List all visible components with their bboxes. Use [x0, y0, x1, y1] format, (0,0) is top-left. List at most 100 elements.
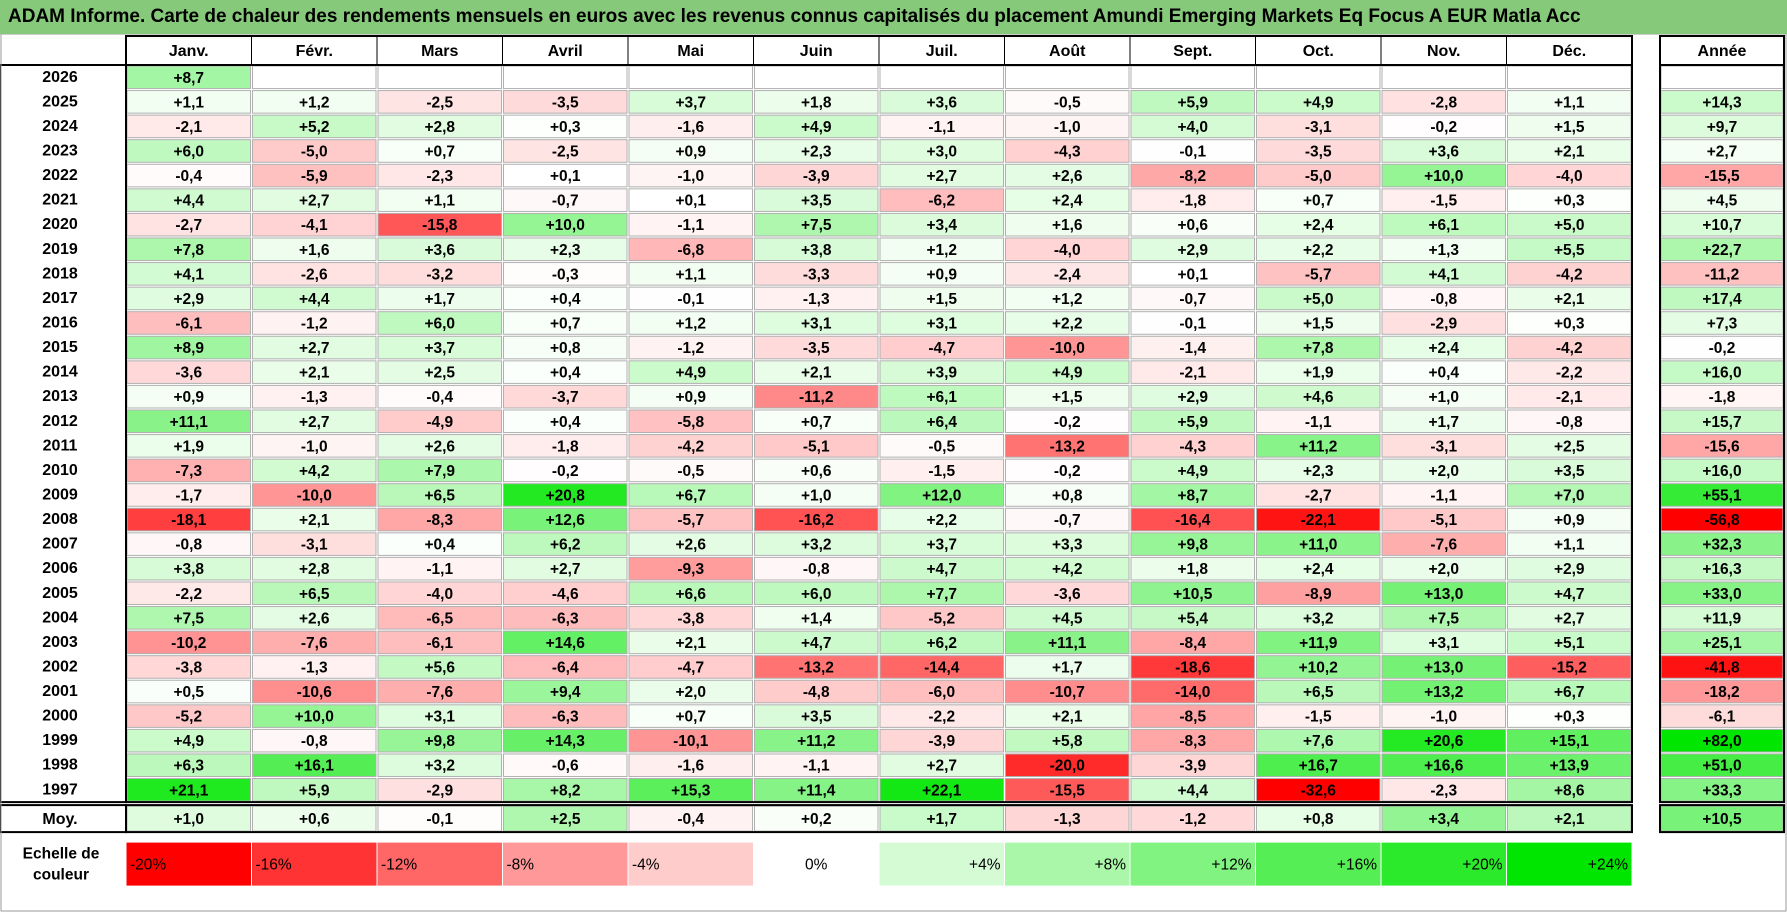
- heatmap-cell: [879, 90, 1004, 114]
- cell-value: -16,4: [1175, 512, 1211, 529]
- heatmap-cell: [1256, 728, 1381, 753]
- cell-value: -0,5: [1054, 94, 1081, 111]
- heatmap-cell: [1005, 286, 1130, 311]
- cell-value: +0,3: [1554, 193, 1585, 210]
- cell-value: -1,4: [1179, 340, 1206, 357]
- year-label: 2004: [42, 609, 78, 626]
- year-label: 2007: [42, 536, 78, 553]
- cell-value: -13,2: [799, 659, 834, 676]
- cell-value: +6,4: [926, 414, 957, 431]
- cell-value: -1,6: [677, 758, 704, 775]
- heatmap-cell: [377, 606, 502, 630]
- heatmap-cell: [377, 139, 502, 163]
- cell-value: +3,8: [801, 242, 832, 259]
- cell-value: +9,4: [550, 684, 581, 701]
- cell-value: +5,0: [1303, 291, 1334, 308]
- cell-value: +2,3: [801, 143, 832, 160]
- heatmap-cell: [1130, 483, 1255, 507]
- cell-value: +1,6: [1052, 217, 1083, 234]
- heatmap-cell: [1381, 753, 1506, 778]
- heatmap-cell: [377, 286, 502, 311]
- heatmap-cell: [1005, 483, 1130, 507]
- cell-value: -4,7: [677, 659, 704, 676]
- cell-value: -5,2: [175, 709, 202, 726]
- cell-value: -1,7: [175, 487, 202, 504]
- cell-value: -3,5: [803, 340, 830, 357]
- cell-value: +10,0: [295, 709, 334, 726]
- heatmap-cell: [1256, 262, 1381, 286]
- year-label: 2026: [42, 69, 78, 86]
- month-header-11: Nov.: [1427, 43, 1460, 60]
- heatmap-cell: [252, 335, 377, 360]
- cell-value: +6,0: [173, 143, 204, 160]
- heatmap-cell: [503, 114, 628, 139]
- cell-value: +4,7: [801, 635, 832, 652]
- cell-value: -5,2: [928, 610, 955, 627]
- heatmap-cell: [1005, 262, 1130, 286]
- annual-value: +82,0: [1702, 733, 1741, 750]
- heatmap-cell: [754, 581, 879, 606]
- cell-value: -2,8: [1430, 94, 1457, 111]
- cell-value: +2,1: [1554, 143, 1585, 160]
- cell-value: -3,2: [426, 266, 453, 283]
- cell-value: -2,3: [426, 168, 453, 185]
- cell-value: -20,0: [1050, 758, 1085, 775]
- cell-value: +11,1: [1048, 635, 1087, 652]
- heatmap-cell: [1381, 728, 1506, 753]
- cell-value: +8,7: [173, 70, 204, 87]
- heatmap-cell: [503, 556, 628, 581]
- cell-value: -1,1: [1305, 414, 1332, 431]
- heatmap-cell: [1381, 384, 1506, 409]
- average-value: +0,2: [801, 811, 832, 828]
- cell-value: +3,6: [424, 242, 455, 259]
- annual-value: +11,9: [1703, 610, 1742, 627]
- heatmap-cell: [1381, 163, 1506, 188]
- cell-value: -6,8: [677, 242, 704, 259]
- cell-value: -8,4: [1179, 635, 1206, 652]
- heatmap-cell: [1005, 360, 1130, 384]
- cell-value: +3,5: [1554, 463, 1585, 480]
- cell-value: +0,3: [1554, 315, 1585, 332]
- heatmap-cell: [754, 65, 879, 90]
- cell-value: +14,6: [546, 635, 586, 652]
- heatmap-cell: [754, 532, 879, 556]
- annual-value: -1,8: [1709, 389, 1736, 406]
- heatmap-cell: [879, 335, 1004, 360]
- heatmap-cell: [377, 360, 502, 384]
- heatmap-cell: [628, 434, 753, 458]
- heatmap-cell: [377, 237, 502, 262]
- scale-swatch: [627, 841, 754, 887]
- heatmap-cell: [879, 237, 1004, 262]
- heatmap-cell: [628, 581, 753, 606]
- cell-value: -18,1: [171, 512, 207, 529]
- heatmap-cell: [252, 556, 377, 581]
- cell-value: +8,2: [550, 782, 581, 799]
- cell-value: -1,3: [803, 291, 830, 308]
- cell-value: +0,1: [675, 193, 706, 210]
- heatmap-cell: [377, 114, 502, 139]
- cell-value: +4,5: [1052, 610, 1083, 627]
- cell-value: -0,1: [677, 291, 704, 308]
- cell-value: -0,2: [1054, 414, 1081, 431]
- cell-value: -3,9: [803, 168, 830, 185]
- cell-value: -1,5: [928, 463, 955, 480]
- heatmap-cell: [879, 139, 1004, 163]
- heatmap-cell: [879, 581, 1004, 606]
- heatmap-cell: [503, 237, 628, 262]
- cell-value: +0,7: [801, 414, 832, 431]
- heatmap-cell: [628, 237, 753, 262]
- heatmap-cell: [628, 655, 753, 679]
- cell-value: -6,3: [552, 709, 579, 726]
- cell-value: -4,9: [426, 414, 453, 431]
- cell-value: +1,7: [1428, 414, 1459, 431]
- scale-swatch-label: -20%: [130, 857, 166, 874]
- heatmap-cell: [1381, 311, 1506, 335]
- average-cell: [754, 805, 879, 832]
- cell-value: +0,8: [1052, 487, 1083, 504]
- scale-swatch-label: -4%: [632, 857, 660, 874]
- cell-value: -2,1: [175, 119, 202, 136]
- cell-value: -6,1: [426, 635, 453, 652]
- year-label: 2005: [42, 585, 78, 602]
- heatmap-cell: [377, 753, 502, 778]
- average-cell: [1381, 805, 1506, 832]
